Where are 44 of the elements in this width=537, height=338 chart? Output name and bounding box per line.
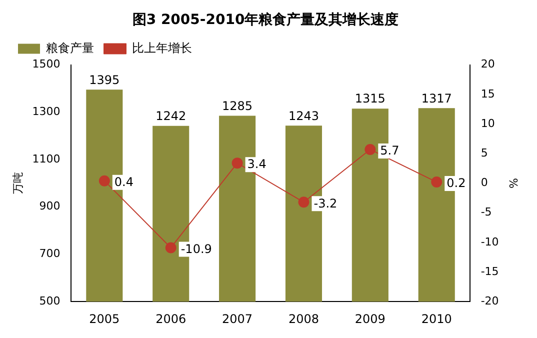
x-tick-label: 2008 <box>288 312 320 326</box>
y2-tick-label: 15 <box>480 87 495 100</box>
data-label: 1315 <box>354 92 386 106</box>
point <box>431 176 442 188</box>
data-label: 1285 <box>222 98 253 113</box>
y2-tick-label: -15 <box>480 264 499 278</box>
y-axis-title: 万吨 <box>11 172 24 194</box>
x-tick-label: 2010 <box>421 312 452 326</box>
x-tick-label: 2005 <box>89 312 120 326</box>
data-label: 1243 <box>288 108 320 123</box>
y2-tick-label: -10 <box>480 235 499 248</box>
legend-label: 比上年增长 <box>132 40 192 55</box>
data-label: 1395 <box>89 72 120 87</box>
point <box>165 242 176 254</box>
y-tick-label: 1500 <box>32 58 60 71</box>
y-tick-label: 1300 <box>32 105 60 118</box>
data-label: 5.7 <box>380 144 400 158</box>
y2-tick-label: -5 <box>480 206 492 219</box>
data-label: -10.9 <box>180 242 212 256</box>
data-label: -3.2 <box>314 196 338 210</box>
data-label: 1242 <box>156 109 186 124</box>
y2-tick-label: 5 <box>480 146 488 160</box>
point <box>98 175 110 186</box>
x-tick-label: 2009 <box>354 312 386 326</box>
point <box>364 144 376 155</box>
x-tick-label: 2006 <box>156 312 186 326</box>
data-label: 0.4 <box>114 174 134 189</box>
y-tick-label: 500 <box>39 294 60 308</box>
y-tick-label: 700 <box>39 247 60 260</box>
y2-axis-title: % <box>506 178 520 188</box>
y2-tick-label: 20 <box>480 58 495 71</box>
point <box>232 158 243 169</box>
data-label: 0.2 <box>446 176 466 190</box>
y-tick-label: 1100 <box>32 152 60 166</box>
chart-title: 图3 2005-2010年粮食产量及其增长速度 <box>132 11 399 28</box>
point <box>298 196 310 208</box>
y2-tick-label: 10 <box>480 116 495 130</box>
data-label: 1317 <box>421 91 452 106</box>
x-tick-label: 2007 <box>222 312 253 326</box>
data-label: 3.4 <box>247 157 266 172</box>
y2-tick-label: -20 <box>480 294 499 308</box>
y2-tick-label: 0 <box>480 176 488 190</box>
y-tick-label: 900 <box>39 200 60 213</box>
legend-label: 粮食产量 <box>46 40 94 55</box>
